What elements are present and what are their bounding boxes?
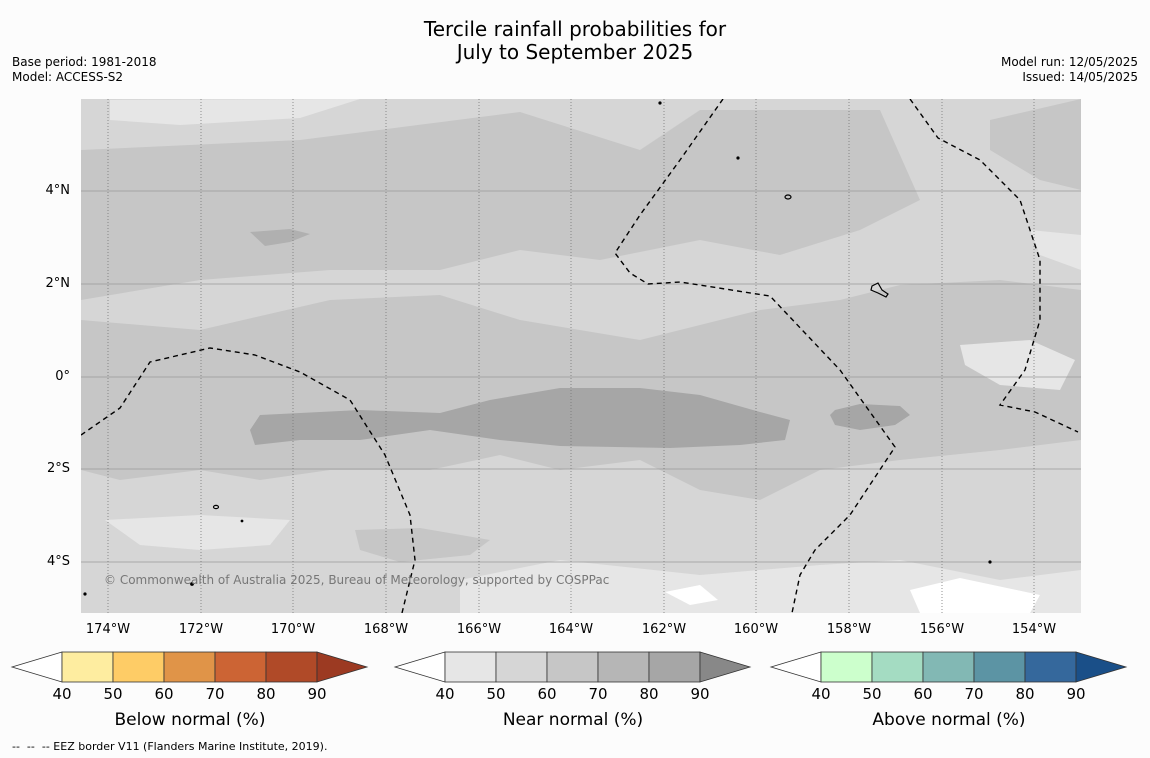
near-tick-80: 80 (639, 685, 659, 703)
above-tick-60: 60 (913, 685, 933, 703)
lat-label-2n: 2°N (45, 276, 71, 291)
band-40-50-north (110, 99, 360, 125)
lon-label-174w: 174°W (85, 622, 131, 637)
band-40-50-northeast (1030, 230, 1081, 270)
issued-date: Issued: 14/05/2025 (1022, 70, 1138, 84)
below-tick-40: 40 (52, 685, 72, 703)
model-info: Base period: 1981-2018 Model: ACCESS-S2 (12, 55, 157, 85)
lon-label-168w: 168°W (363, 622, 409, 637)
band-40-50-east (960, 340, 1075, 390)
title-line-2: July to September 2025 (456, 40, 694, 64)
lat-label-equator: 0° (55, 369, 70, 384)
below-tick-50: 50 (103, 685, 123, 703)
near-tick-70: 70 (588, 685, 608, 703)
model-name: Model: ACCESS-S2 (12, 70, 124, 84)
model-run: Model run: 12/05/2025 (1000, 55, 1138, 69)
legend-above-normal-colorbar (769, 651, 1128, 683)
near-tick-40: 40 (435, 685, 455, 703)
probability-field (81, 99, 1081, 613)
near-tick-60: 60 (537, 685, 557, 703)
patch-below-40-east (910, 578, 1040, 613)
map-title: Tercile rainfall probabilities for July … (0, 18, 1150, 64)
band-70-80-equatorial (250, 388, 790, 448)
below-tick-60: 60 (154, 685, 174, 703)
above-tick-90: 90 (1066, 685, 1086, 703)
above-tick-80: 80 (1015, 685, 1035, 703)
legend-near-normal-colorbar (393, 651, 752, 683)
eez-borders (81, 99, 1079, 613)
below-tick-70: 70 (205, 685, 225, 703)
islands (83, 101, 992, 596)
legend-below-normal-colorbar (10, 651, 369, 683)
lon-label-172w: 172°W (178, 622, 224, 637)
legend-below-normal-title: Below normal (%) (114, 710, 266, 730)
legend-above-normal-title: Above normal (%) (872, 710, 1026, 730)
near-tick-90: 90 (690, 685, 710, 703)
above-tick-50: 50 (862, 685, 882, 703)
band-70-80-east (830, 404, 910, 430)
below-tick-80: 80 (256, 685, 276, 703)
lat-label-4s: 4°S (46, 554, 70, 569)
lon-label-162w: 162°W (641, 622, 687, 637)
base-period: Base period: 1981-2018 (12, 55, 157, 69)
legend-near-normal-title: Near normal (%) (502, 710, 644, 730)
band-60-70-south (355, 528, 490, 562)
lon-label-166w: 166°W (456, 622, 502, 637)
lon-label-158w: 158°W (826, 622, 872, 637)
copyright-notice: © Commonwealth of Australia 2025, Bureau… (104, 573, 610, 587)
lon-label-170w: 170°W (270, 622, 316, 637)
near-tick-50: 50 (486, 685, 506, 703)
lon-label-154w: 154°W (1011, 622, 1057, 637)
lon-label-164w: 164°W (548, 622, 594, 637)
run-info: Model run: 12/05/2025 Issued: 14/05/2025 (1001, 55, 1138, 85)
lon-label-160w: 160°W (733, 622, 779, 637)
band-70-80-north (250, 229, 310, 246)
above-tick-70: 70 (964, 685, 984, 703)
lat-label-2s: 2°S (46, 461, 70, 476)
title-line-1: Tercile rainfall probabilities for (423, 17, 727, 41)
latitude-gridlines (81, 190, 1081, 563)
band-60-70-north (81, 110, 920, 300)
eez-footnote: -- -- -- EEZ border V11 (Flanders Marine… (12, 740, 328, 753)
patch-below-40-central (665, 585, 718, 605)
lon-label-156w: 156°W (919, 622, 965, 637)
band-40-50-southwest (105, 515, 290, 550)
below-tick-90: 90 (307, 685, 327, 703)
lat-label-4n: 4°N (45, 183, 71, 198)
above-tick-40: 40 (811, 685, 831, 703)
band-60-70-northeast (990, 99, 1081, 190)
